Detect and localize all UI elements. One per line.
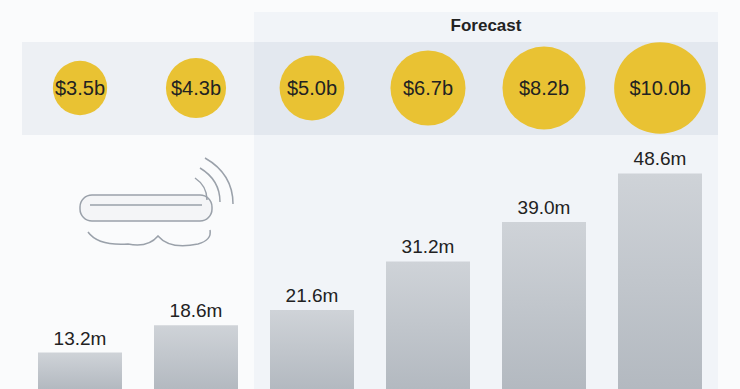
svg-text:Forecast: Forecast <box>451 16 522 35</box>
svg-text:48.6m: 48.6m <box>634 148 687 169</box>
svg-text:13.2m: 13.2m <box>54 328 107 349</box>
svg-text:$4.3b: $4.3b <box>171 77 221 99</box>
svg-text:$6.7b: $6.7b <box>403 77 453 99</box>
svg-text:18.6m: 18.6m <box>170 300 223 321</box>
svg-text:21.6m: 21.6m <box>286 285 339 306</box>
svg-text:$10.0b: $10.0b <box>629 77 690 99</box>
svg-text:$3.5b: $3.5b <box>55 77 105 99</box>
svg-text:31.2m: 31.2m <box>402 236 455 257</box>
svg-text:$8.2b: $8.2b <box>519 77 569 99</box>
svg-text:$5.0b: $5.0b <box>287 77 337 99</box>
svg-text:39.0m: 39.0m <box>518 197 571 218</box>
